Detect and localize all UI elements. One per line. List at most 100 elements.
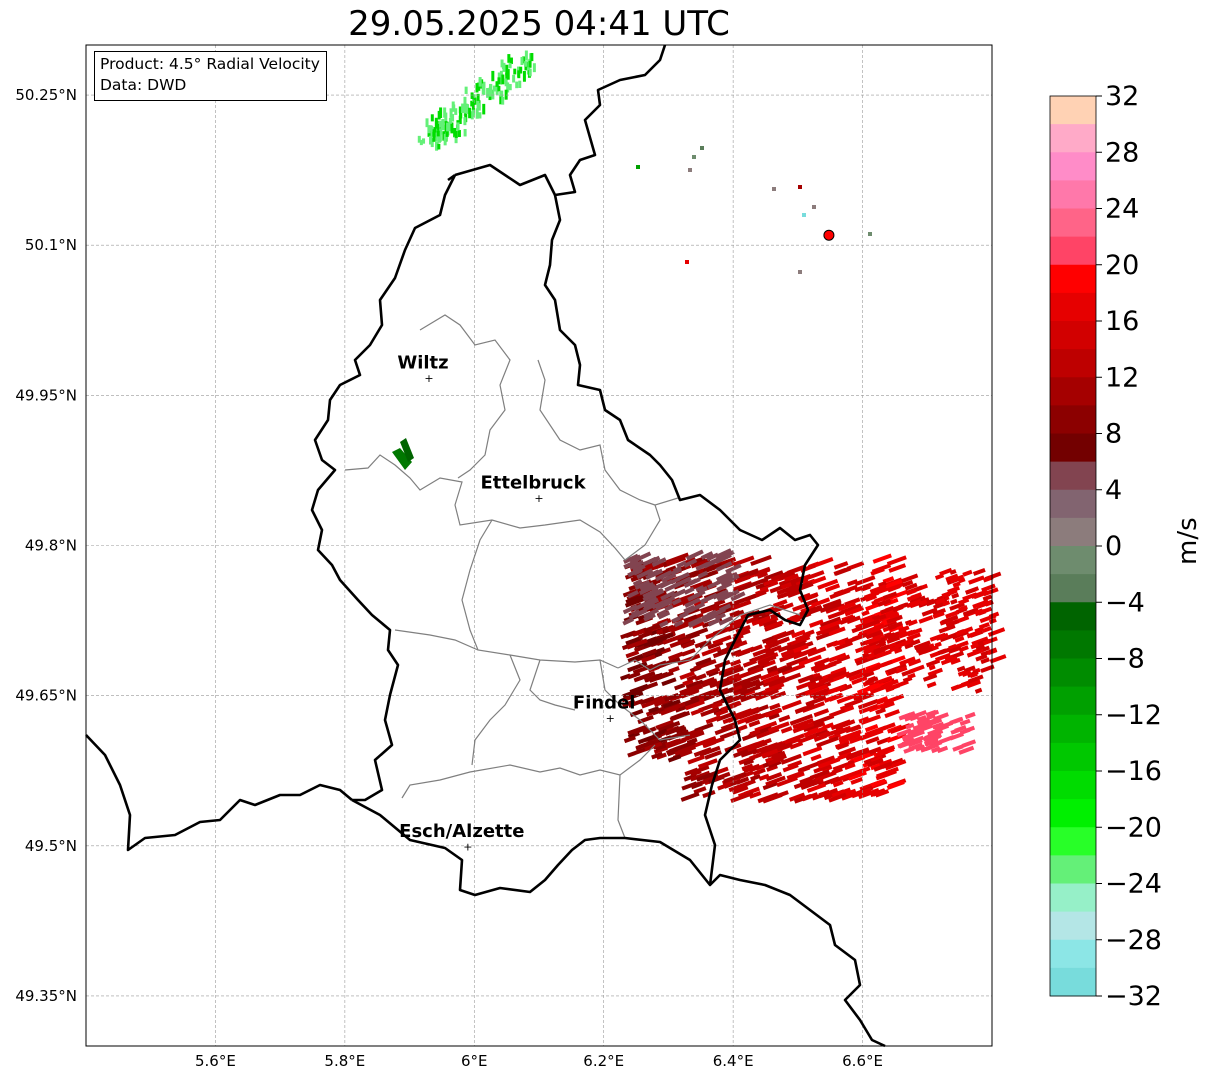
radar-echo-cell xyxy=(688,168,692,172)
city-label: Esch/Alzette xyxy=(399,821,524,842)
radar-site xyxy=(823,229,835,241)
radar-echo-cell xyxy=(786,655,809,668)
radar-echo-cell xyxy=(901,738,916,747)
radar-echo-cell xyxy=(508,84,512,91)
radar-echo-cell xyxy=(792,650,807,660)
radar-echo-cell xyxy=(762,619,778,628)
radar-echo-cell xyxy=(828,693,844,702)
radar-echo-cell xyxy=(620,673,631,681)
radar-echo-cell xyxy=(690,557,711,569)
radar-echo-cell xyxy=(974,608,984,615)
radar-echo-cell xyxy=(870,778,887,788)
colorbar-segment xyxy=(1050,405,1096,434)
colorbar-segment xyxy=(1050,236,1096,266)
radar-echo-cell xyxy=(701,645,722,657)
radar-echo-cell xyxy=(942,600,951,607)
radar-echo-cell xyxy=(754,720,778,733)
radar-echo-cell xyxy=(476,99,480,110)
radar-echo-cell xyxy=(657,610,671,620)
radar-echo-cell xyxy=(629,559,645,570)
radar-echo-cell xyxy=(922,673,938,682)
radar-echo-cell xyxy=(517,70,521,79)
radar-echo-cell xyxy=(655,719,675,730)
radar-echo-cell xyxy=(828,652,847,663)
radar-echo-cell xyxy=(815,630,834,641)
radar-echo-cell xyxy=(711,701,723,709)
radar-echo-cell xyxy=(759,670,779,681)
radar-echo-cell xyxy=(974,626,985,634)
radar-echo-cell xyxy=(934,573,945,580)
radar-echo-cell xyxy=(532,63,536,73)
country-border xyxy=(85,44,886,1048)
radar-echo-cell xyxy=(471,101,475,110)
radar-echo-cell xyxy=(959,727,971,736)
radar-echo-cell xyxy=(767,756,784,766)
radar-echo-cell xyxy=(819,616,842,628)
radar-echo-cell xyxy=(507,54,511,63)
radar-echo-cell xyxy=(706,581,718,590)
radar-echo-cell xyxy=(904,582,918,591)
radar-echo-cell xyxy=(945,619,960,628)
radar-echo-cell xyxy=(458,106,462,114)
colorbar-segment xyxy=(1050,517,1096,547)
radar-echo-cell xyxy=(844,788,857,797)
radar-echo-cell xyxy=(750,554,772,567)
radar-echo-cell xyxy=(785,640,807,652)
radar-echo-cell xyxy=(654,743,667,751)
radar-echo-cell xyxy=(698,688,720,700)
radar-echo-cell xyxy=(633,674,647,683)
radar-echo-cell xyxy=(441,124,445,131)
radar-echo-cell xyxy=(751,666,764,675)
radar-echo-cell xyxy=(447,121,451,132)
radar-echo-cell xyxy=(982,587,999,597)
radar-echo-cell xyxy=(916,716,930,726)
radar-echo-cell xyxy=(898,712,912,721)
colorbar-tick-label: 8 xyxy=(1105,419,1122,450)
canton-boundary xyxy=(471,654,521,766)
radar-echo-cell xyxy=(766,665,778,673)
radar-echo-cell xyxy=(822,722,835,730)
colorbar-segment xyxy=(1050,771,1096,800)
colorbar-tick-label: 12 xyxy=(1105,362,1139,393)
radar-echo-cell xyxy=(724,621,745,632)
radar-echo-cell xyxy=(901,573,919,583)
colorbar-segment xyxy=(1050,658,1096,688)
radar-echo-cell xyxy=(733,593,757,606)
radar-echo-cell xyxy=(828,674,844,684)
radar-echo-cell xyxy=(786,770,805,781)
radar-echo-cell xyxy=(889,612,900,620)
radar-echo-cell xyxy=(818,730,831,739)
lat-tick-label: 49.95°N xyxy=(15,386,77,404)
radar-echo-cell xyxy=(430,114,434,122)
radar-echo-cell xyxy=(907,658,922,667)
radar-echo-cell xyxy=(828,626,846,637)
radar-echo-cell xyxy=(744,712,769,724)
radar-echo-cell xyxy=(491,70,495,82)
radar-echo-cell xyxy=(886,780,905,790)
radar-echo-cell xyxy=(492,85,496,92)
radar-echo-cell xyxy=(751,615,771,626)
radar-echo-cell xyxy=(844,762,856,771)
colorbar-segment xyxy=(1050,686,1096,716)
radar-echo-cell xyxy=(504,78,508,87)
radar-echo-cell xyxy=(688,617,705,629)
radar-echo-cell xyxy=(980,657,990,665)
radar-echo-cell xyxy=(450,122,454,134)
radar-echo-cell xyxy=(625,650,640,659)
radar-echo-cell xyxy=(758,773,770,781)
radar-echo-cell xyxy=(701,604,719,615)
radar-echo-cell xyxy=(780,753,802,765)
radar-echo-cell xyxy=(813,708,830,718)
radar-echo-cell xyxy=(955,626,974,637)
radar-echo-cell xyxy=(875,649,892,659)
canton-boundary xyxy=(617,774,626,839)
radar-echo-cell xyxy=(858,703,879,715)
radar-echo-cell xyxy=(865,629,883,640)
colorbar-tick-label: 24 xyxy=(1105,194,1139,225)
radar-echo-cell xyxy=(926,681,937,689)
country-border-line xyxy=(85,734,353,852)
radar-echo-cell xyxy=(807,646,827,657)
radar-echo-cell xyxy=(877,598,892,607)
radar-echo-cell xyxy=(695,585,705,593)
radar-echo-cell xyxy=(950,728,960,735)
